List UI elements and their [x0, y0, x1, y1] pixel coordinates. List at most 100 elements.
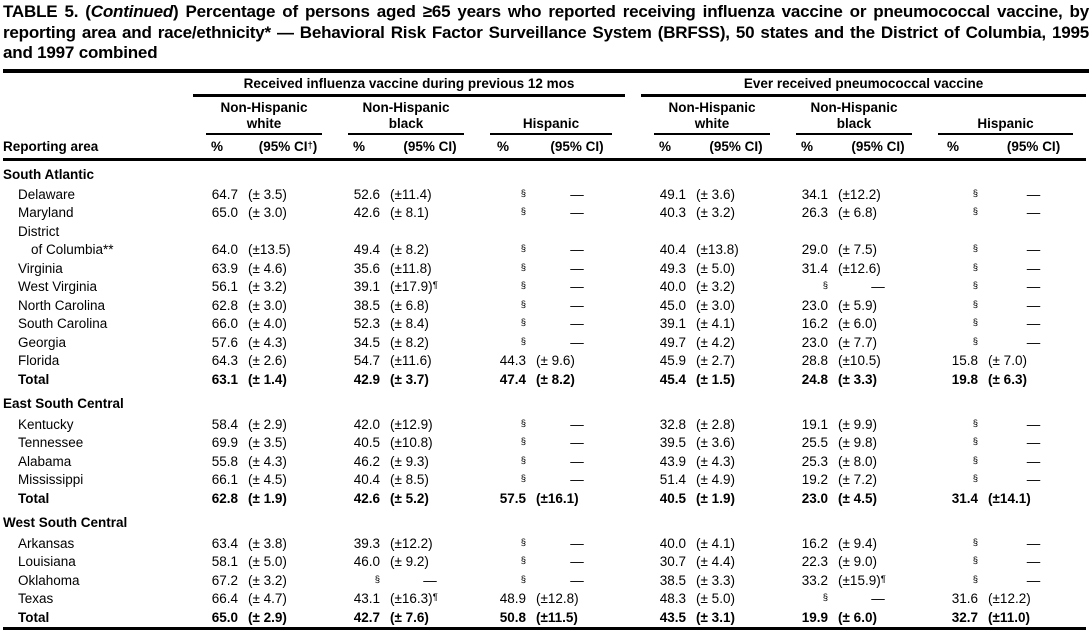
spacer [625, 186, 641, 205]
pct-cell: 48.3 [659, 591, 687, 607]
spacer [3, 96, 193, 136]
ci-cell: — [1026, 554, 1041, 570]
spacer [625, 609, 641, 629]
pct-cell: 40.5 [659, 490, 687, 506]
ci-cell: — [1026, 453, 1041, 469]
reporting-area-cell: Kentucky [18, 416, 74, 432]
table-title: TABLE 5. (Continued) Percentage of perso… [3, 2, 1089, 74]
ci-cell: (± 2.6) [248, 353, 287, 369]
ci-cell: — [570, 334, 584, 350]
ci-cell: (± 9.8) [838, 435, 877, 451]
ci-cell: (± 3.1) [696, 609, 735, 625]
ci-cell: (±11.0) [988, 609, 1030, 625]
ci-header: (95% CI) [831, 135, 926, 162]
data-row: Tennessee 69.9 (± 3.5) 40.5 (±10.8) § — 39.5 (± … [3, 434, 1086, 453]
table-title-continued: Continued [90, 2, 174, 21]
spacer [625, 434, 641, 453]
ci-cell: (± 3.6) [696, 435, 735, 451]
reporting-area-cell: Virginia [18, 260, 63, 276]
spacer [625, 535, 641, 554]
pct-cell: 42.6 [353, 490, 380, 506]
reporting-area-cell: West Virginia [18, 279, 98, 295]
pct-cell: 62.8 [211, 297, 238, 313]
ci-cell: (± 4.1) [696, 535, 735, 551]
pct-cell: 16.2 [801, 316, 829, 332]
pct-cell: § [972, 261, 979, 273]
pct-cell: 66.1 [211, 472, 238, 488]
pct-cell: § [972, 317, 979, 329]
ci-cell: (± 4.6) [248, 260, 287, 276]
pct-cell: § [520, 187, 526, 199]
pct-cell: 45.0 [659, 297, 687, 313]
ci-cell: (± 9.2) [390, 554, 429, 570]
ci-cell: (± 3.3) [696, 572, 735, 588]
ci-cell: (± 6.3) [988, 371, 1027, 387]
ci-cell: (±12.2) [838, 186, 881, 202]
pct-cell: 33.2 [801, 572, 829, 588]
reporting-area-cell: of Columbia** [31, 242, 114, 258]
reporting-area-cell: Tennessee [18, 435, 84, 451]
ci-cell: (± 9.9) [838, 416, 877, 432]
pct-cell: § [520, 555, 526, 567]
spacer [625, 260, 641, 279]
ci-cell: (± 8.0) [838, 453, 877, 469]
pct-cell: 57.5 [499, 490, 526, 506]
ci-header: (95% CI) [383, 135, 477, 162]
subgroup-flu-nh-black: Non-Hispanic black [335, 96, 477, 136]
pct-cell: § [520, 298, 526, 310]
ci-cell: — [1026, 535, 1041, 551]
data-row: District [3, 223, 1086, 242]
ci-cell: (± 8.2) [536, 371, 575, 387]
pct-cell [925, 223, 981, 242]
pct-cell: § [972, 417, 979, 429]
ci-cell: — [570, 435, 584, 451]
spacer [625, 278, 641, 297]
ci-cell: (± 3.5) [248, 186, 287, 202]
pct-cell: § [822, 280, 829, 292]
spacer [625, 204, 641, 223]
reporting-area-cell: East South Central [3, 396, 124, 412]
spacer [625, 352, 641, 371]
ci-cell: (± 5.9) [838, 297, 877, 313]
data-row: Virginia 63.9 (± 4.6) 35.6 (±11.8) § — 49.3 (± 5… [3, 260, 1086, 279]
pct-cell: § [374, 573, 380, 585]
ci-cell: (±10.5) [838, 353, 881, 369]
pct-cell: 24.8 [801, 371, 829, 387]
pct-header: % [925, 135, 982, 162]
pct-cell: 29.0 [801, 242, 829, 258]
pct-cell: 34.1 [801, 186, 829, 202]
reporting-area-cell: South Carolina [18, 316, 108, 332]
section-row: South Atlantic [3, 160, 1086, 186]
spacer [625, 572, 641, 591]
ci-cell: — [1026, 572, 1041, 588]
ci-cell: — [1026, 316, 1041, 332]
pct-cell: 16.2 [801, 535, 829, 551]
spacer [625, 96, 641, 136]
ci-cell: — [423, 572, 437, 588]
reporting-area-cell: Florida [18, 353, 60, 369]
ci-cell: — [570, 186, 584, 202]
pct-cell: 46.2 [353, 453, 380, 469]
reporting-area-cell: South Atlantic [3, 166, 94, 182]
ci-cell: (± 3.2) [248, 572, 287, 588]
spacer [625, 334, 641, 353]
ci-cell: (± 6.8) [390, 297, 429, 313]
ci-cell: (±12.2) [988, 591, 1031, 607]
pct-cell: § [520, 280, 526, 292]
ci-cell [689, 223, 783, 242]
spacer [625, 471, 641, 490]
ci-cell: (±11.5) [536, 609, 578, 625]
ci-cell [383, 223, 477, 242]
table-title-prefix: TABLE 5. ( [3, 2, 91, 21]
ci-cell: — [1026, 297, 1041, 313]
ci-cell: (± 8.2) [390, 334, 429, 350]
ci-cell: (±13.5) [248, 242, 291, 258]
ci-cell: (± 3.2) [696, 279, 735, 295]
ci-cell: (±17.9)¶ [390, 279, 438, 295]
ci-header: (95% CI) [689, 135, 784, 162]
ci-cell: (± 5.2) [390, 490, 429, 506]
ci-cell: (± 2.7) [696, 353, 735, 369]
ci-cell: (± 7.0) [988, 353, 1027, 369]
data-row: Arkansas 63.4 (± 3.8) 39.3 (±12.2) § — 40.0 (± 4… [3, 535, 1086, 554]
pct-cell: 42.6 [353, 205, 380, 221]
